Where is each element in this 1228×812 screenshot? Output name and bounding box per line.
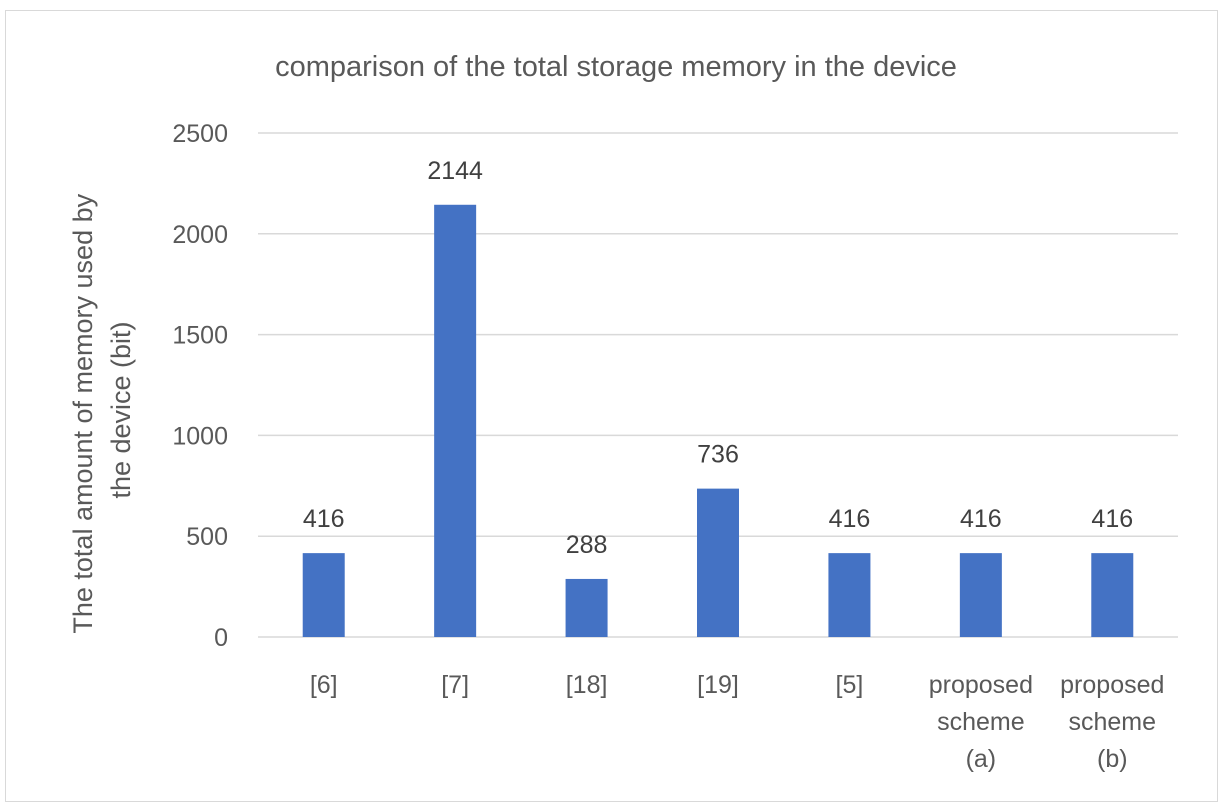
bar [959,553,1002,637]
x-tick-label-line: [7] [441,671,469,699]
x-tick-label-line: scheme [937,708,1025,736]
gridlines [258,132,1178,638]
x-tick-label: [5] [836,671,864,699]
x-tick-label-line: proposed [929,671,1033,699]
chart-frame [5,10,1218,802]
x-tick-label: proposed scheme (a) [929,671,1033,773]
x-tick-label-line: (b) [1097,745,1128,773]
bar [565,578,608,637]
x-tick-label-line: [5] [836,671,864,699]
x-tick-label-line: [18] [566,671,608,699]
y-tick-label: 2000 [172,221,228,249]
y-axis-title: The total amount of memory used by the d… [68,186,136,633]
data-label: 288 [566,531,608,559]
bars [302,204,1134,637]
y-axis-ticks: 0 500 1000 1500 2000 2500 [172,120,228,652]
y-axis-title-line-2: the device (bit) [106,321,136,498]
data-label: 416 [303,505,345,533]
data-label: 416 [1091,505,1133,533]
x-axis-ticks: [6] [7] [18] [19] [5] proposed scheme (a)propos… [310,671,1165,773]
x-tick-label-line: scheme [1069,708,1157,736]
y-tick-label: 0 [214,624,228,652]
x-tick-label-line: [6] [310,671,338,699]
x-tick-label: proposed scheme (b) [1060,671,1164,773]
y-tick-label: 500 [186,523,228,551]
bar [302,553,345,637]
y-tick-label: 1000 [172,422,228,450]
bar [828,553,871,637]
data-label: 416 [960,505,1002,533]
bar [697,488,739,637]
bar [434,204,477,637]
x-tick-label-line: [19] [697,671,739,699]
x-tick-label-line: proposed [1060,671,1164,699]
bar [1091,553,1134,637]
x-tick-label: [6] [310,671,338,699]
y-tick-label: 1500 [172,322,228,350]
chart-title: comparison of the total storage memory i… [275,51,957,83]
data-label: 416 [829,505,871,533]
data-label: 2144 [427,157,483,185]
x-tick-label-line: (a) [966,745,997,773]
x-tick-label: [19] [697,671,739,699]
data-labels: 416 2144 288 736 416 416 416 [303,157,1133,559]
y-tick-label: 2500 [172,120,228,148]
x-tick-label: [7] [441,671,469,699]
y-axis-title-line-1: The total amount of memory used by [68,193,98,633]
x-tick-label: [18] [566,671,608,699]
data-label: 736 [697,441,739,469]
